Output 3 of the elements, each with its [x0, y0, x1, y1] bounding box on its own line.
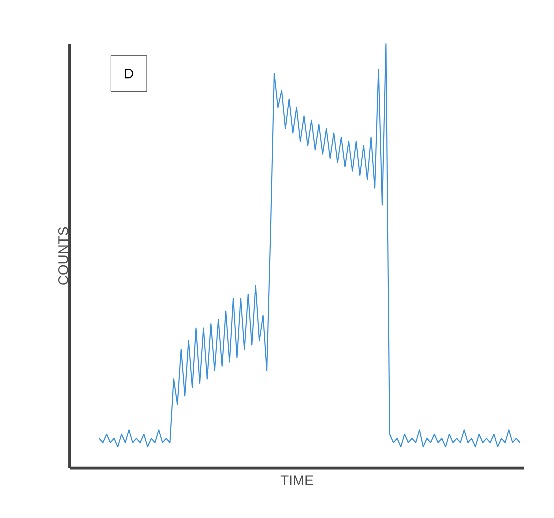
x-axis-title: TIME	[280, 476, 314, 486]
annotation: D	[125, 69, 134, 79]
y-axis-title: COUNTS	[58, 227, 68, 285]
